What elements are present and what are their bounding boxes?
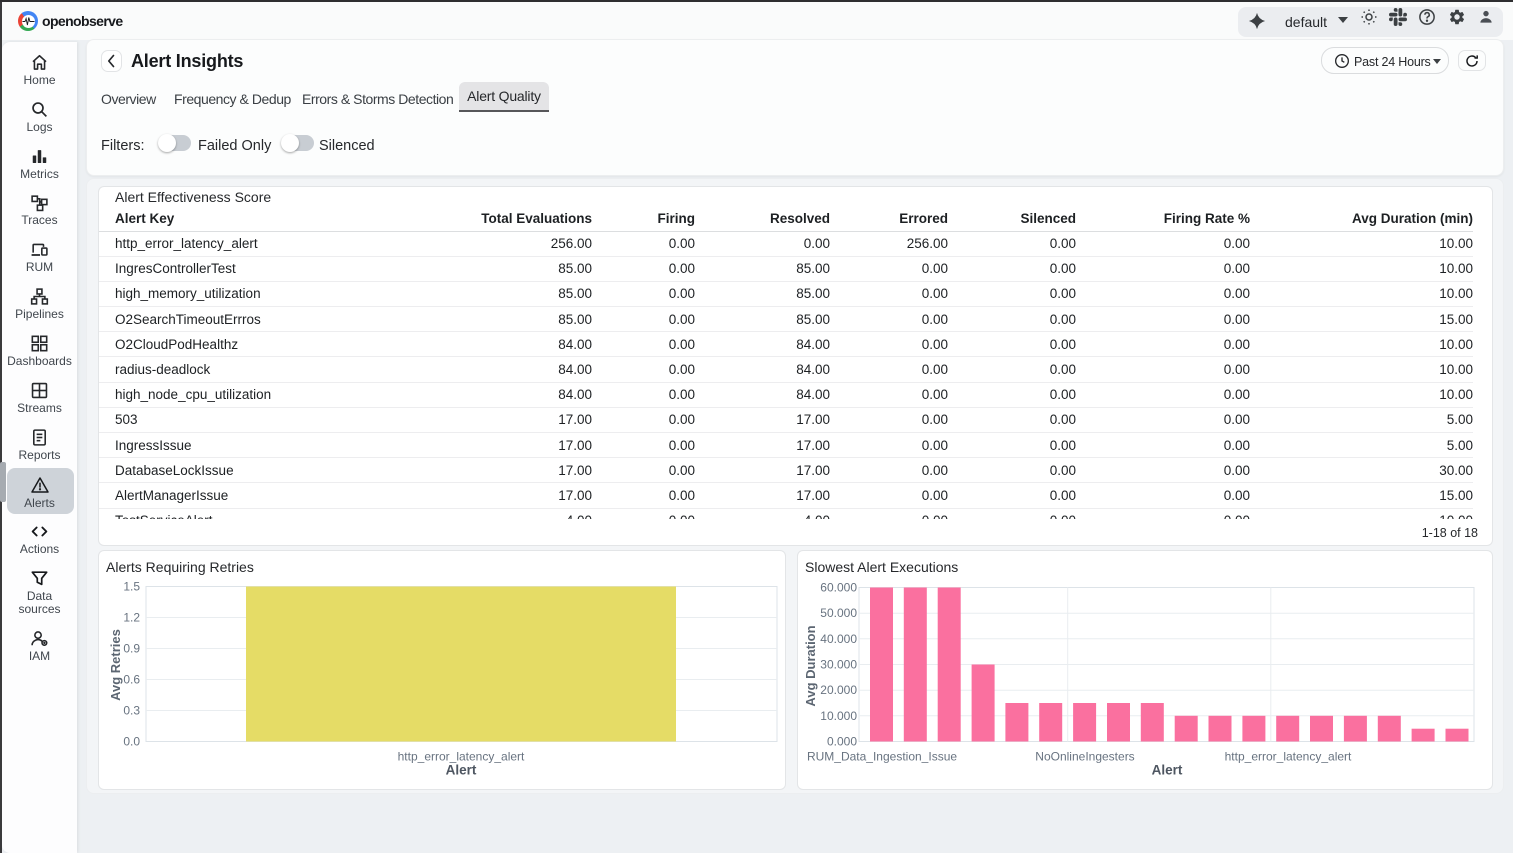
- svg-text:0.0: 0.0: [123, 735, 140, 749]
- svg-text:Alert: Alert: [446, 763, 477, 778]
- svg-text:NoOnlineIngesters: NoOnlineIngesters: [1035, 750, 1134, 764]
- svg-text:RUM_Data_Ingestion_Issue: RUM_Data_Ingestion_Issue: [807, 750, 957, 764]
- svg-text:30.000: 30.000: [820, 658, 857, 672]
- svg-text:10.000: 10.000: [820, 709, 857, 723]
- svg-text:20.000: 20.000: [820, 683, 857, 697]
- svg-text:60.000: 60.000: [820, 581, 857, 595]
- svg-text:0.3: 0.3: [123, 704, 140, 718]
- svg-text:0.000: 0.000: [827, 735, 857, 749]
- svg-text:40.000: 40.000: [820, 632, 857, 646]
- svg-text:0.9: 0.9: [123, 642, 140, 656]
- svg-text:Avg Retries: Avg Retries: [108, 629, 123, 701]
- svg-text:1.2: 1.2: [123, 611, 140, 625]
- svg-text:0.6: 0.6: [123, 673, 140, 687]
- svg-text:Alert: Alert: [1152, 763, 1183, 778]
- svg-text:50.000: 50.000: [820, 606, 857, 620]
- svg-text:http_error_latency_alert: http_error_latency_alert: [1225, 750, 1352, 764]
- svg-text:Avg Duration: Avg Duration: [803, 625, 818, 706]
- svg-text:http_error_latency_alert: http_error_latency_alert: [398, 750, 525, 764]
- svg-text:1.5: 1.5: [123, 580, 140, 594]
